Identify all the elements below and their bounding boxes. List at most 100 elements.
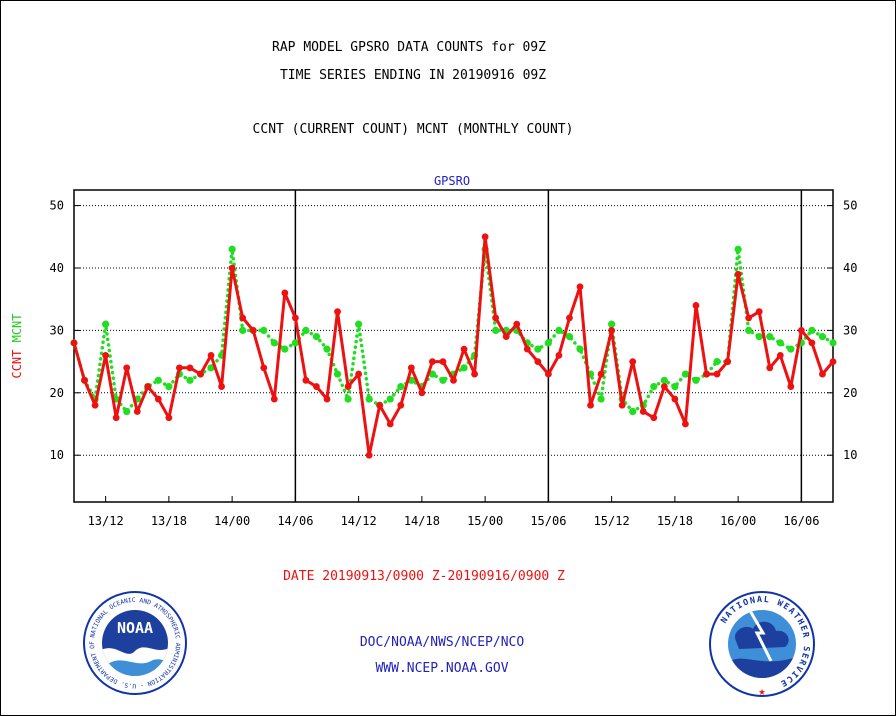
point-ccnt [502, 333, 510, 341]
y-tick-label-right: 30 [843, 323, 857, 337]
point-ccnt [471, 370, 478, 378]
point-ccnt [618, 401, 626, 409]
point-ccnt [154, 395, 162, 403]
y-tick-label-right: 10 [843, 448, 857, 462]
x-tick-label: 16/06 [783, 514, 819, 528]
point-mcnt [291, 339, 299, 347]
title-line-1: RAP MODEL GPSRO DATA COUNTS for 09Z [272, 40, 546, 55]
point-ccnt [734, 270, 742, 278]
point-ccnt [429, 358, 436, 365]
ylabel-mcnt: MCNT [10, 313, 24, 342]
nws-logo-icon: ★ NATIONAL WEATHER SERVICE [709, 591, 815, 698]
point-ccnt [133, 408, 141, 415]
point-mcnt [808, 326, 816, 334]
point-mcnt [239, 326, 247, 334]
point-ccnt [81, 376, 88, 384]
point-mcnt [228, 245, 236, 253]
x-tick-label: 14/00 [214, 514, 250, 528]
point-mcnt [650, 382, 658, 391]
point-ccnt [239, 314, 247, 322]
y-tick-label-right: 50 [843, 199, 857, 213]
point-mcnt [102, 320, 110, 328]
point-ccnt [397, 401, 405, 409]
y-tick-label-right: 40 [843, 261, 857, 275]
point-ccnt [144, 383, 152, 390]
point-ccnt [555, 351, 563, 359]
point-ccnt [386, 420, 394, 428]
x-tick-label: 15/18 [657, 514, 693, 528]
point-ccnt [197, 370, 204, 378]
point-ccnt [755, 308, 763, 316]
point-ccnt [165, 414, 173, 422]
point-ccnt [703, 370, 710, 378]
point-ccnt [819, 370, 826, 378]
point-ccnt [829, 358, 837, 365]
point-ccnt [534, 358, 542, 365]
svg-text:NATIONAL OCEANIC AND ATMOSPHER: NATIONAL OCEANIC AND ATMOSPHERIC ADMINIS… [1, 1, 181, 689]
ncep-url[interactable]: WWW.NCEP.NOAA.GOV [375, 661, 508, 676]
point-ccnt [671, 395, 679, 403]
point-mcnt [608, 320, 616, 328]
x-tick-label: 13/12 [88, 514, 124, 528]
point-mcnt [755, 333, 763, 341]
point-mcnt [787, 345, 795, 353]
point-ccnt [692, 302, 700, 309]
point-ccnt [123, 364, 131, 372]
point-ccnt [70, 339, 78, 347]
x-tick-label: 16/00 [720, 514, 756, 528]
point-ccnt [776, 351, 784, 359]
point-ccnt [808, 339, 816, 347]
point-mcnt [734, 245, 742, 253]
point-mcnt [302, 326, 310, 334]
org-path: DOC/NOAA/NWS/NCEP/NCO [360, 635, 525, 650]
point-ccnt [344, 383, 352, 390]
point-mcnt [555, 326, 563, 334]
point-ccnt [302, 376, 310, 384]
point-ccnt [260, 364, 268, 372]
point-mcnt [766, 333, 774, 341]
point-ccnt [207, 351, 215, 359]
date-range: DATE 20190913/0900 Z-20190916/0900 Z [283, 569, 565, 584]
point-mcnt [260, 326, 268, 334]
point-mcnt [660, 376, 668, 384]
point-ccnt [102, 351, 110, 359]
point-ccnt [481, 233, 489, 241]
point-ccnt [218, 383, 225, 390]
point-ccnt [523, 345, 531, 353]
point-mcnt [544, 339, 552, 347]
point-ccnt [270, 395, 278, 403]
point-mcnt [207, 364, 215, 372]
point-ccnt [334, 308, 341, 316]
x-tick-label: 15/00 [467, 514, 503, 528]
point-ccnt [597, 370, 605, 378]
point-ccnt [460, 345, 468, 353]
x-tick-label: 14/12 [341, 514, 377, 528]
point-ccnt [787, 383, 795, 390]
point-mcnt [492, 326, 500, 334]
svg-text:CCNT MCNT: CCNT MCNT [10, 313, 24, 378]
point-ccnt [365, 451, 373, 459]
point-mcnt [165, 382, 173, 391]
point-mcnt [281, 345, 289, 353]
point-mcnt [386, 395, 394, 403]
noaa-logo-icon: NOAA NATIONAL OCEANIC AND ATMOSPHERIC AD… [1, 1, 187, 695]
point-ccnt [418, 389, 426, 397]
point-mcnt [776, 339, 784, 347]
point-ccnt [176, 364, 183, 372]
point-mcnt [829, 339, 837, 347]
point-mcnt [312, 333, 321, 341]
point-mcnt [397, 382, 405, 391]
point-ccnt [650, 414, 658, 422]
point-ccnt [724, 358, 731, 365]
point-mcnt [186, 376, 194, 384]
y-tick-label-left: 50 [50, 199, 64, 213]
point-ccnt [745, 314, 753, 322]
svg-text:★: ★ [758, 684, 765, 698]
point-mcnt [428, 370, 437, 378]
point-mcnt [123, 407, 131, 416]
point-ccnt [112, 414, 120, 422]
point-ccnt [91, 401, 99, 409]
point-ccnt [355, 370, 363, 378]
point-ccnt [291, 314, 299, 322]
